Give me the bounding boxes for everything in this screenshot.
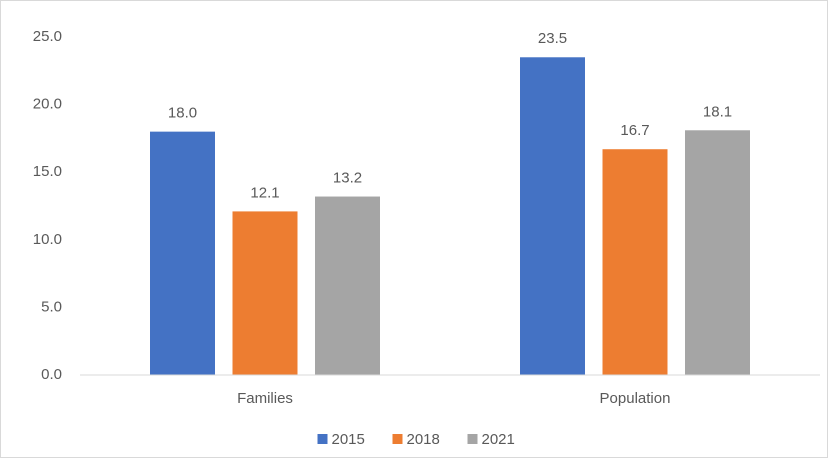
bar — [520, 57, 585, 375]
y-tick-label: 0.0 — [41, 366, 62, 383]
x-tick-label: Population — [600, 390, 671, 407]
bar — [685, 130, 750, 375]
legend-swatch — [392, 434, 403, 444]
data-label: 18.0 — [168, 105, 197, 122]
legend-label: 2021 — [482, 431, 515, 448]
y-tick-label: 5.0 — [41, 298, 62, 315]
data-label: 12.1 — [250, 184, 279, 201]
data-label: 23.5 — [538, 30, 567, 47]
data-label: 16.7 — [620, 122, 649, 139]
data-label: 18.1 — [703, 103, 732, 120]
y-tick-label: 10.0 — [33, 231, 62, 248]
legend-label: 2015 — [332, 431, 365, 448]
y-tick-label: 25.0 — [33, 28, 62, 45]
bar — [602, 149, 668, 375]
y-tick-label: 15.0 — [33, 163, 62, 180]
legend-swatch — [467, 434, 478, 444]
bar — [150, 131, 215, 375]
legend-swatch — [317, 434, 328, 444]
x-tick-label: Families — [237, 390, 293, 407]
legend-label: 2018 — [407, 431, 440, 448]
bar — [315, 196, 380, 375]
bar — [232, 211, 298, 375]
y-tick-label: 20.0 — [33, 96, 62, 113]
data-label: 13.2 — [333, 170, 362, 187]
